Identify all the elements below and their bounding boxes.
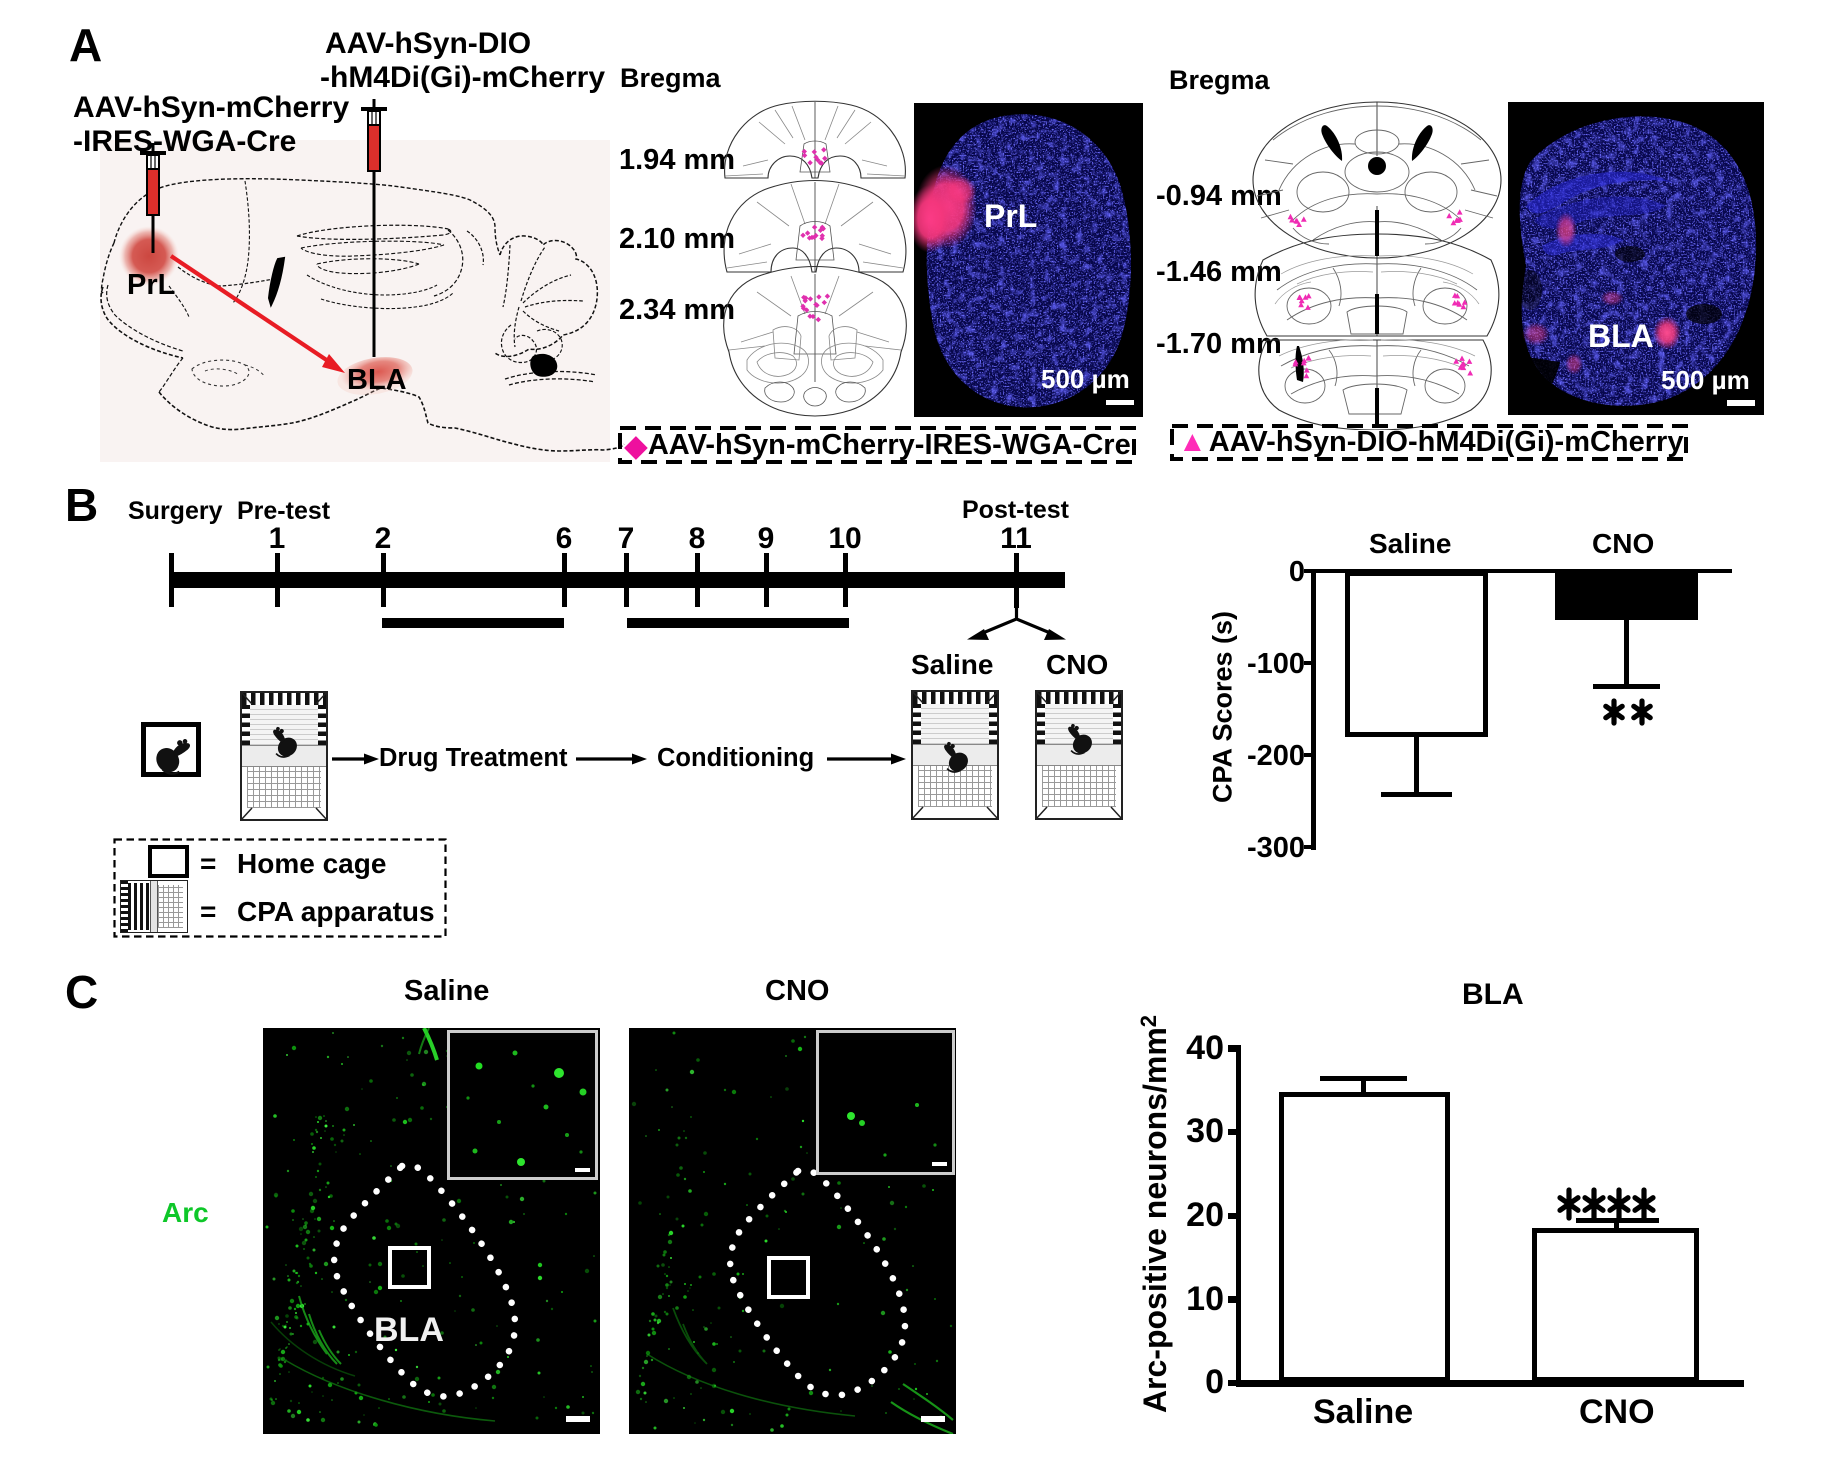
svg-text:PrL: PrL <box>127 269 175 301</box>
svg-text:500 µm: 500 µm <box>1041 364 1130 394</box>
svg-text:BLA: BLA <box>1588 318 1654 354</box>
svg-text:BLA: BLA <box>374 1311 444 1349</box>
svg-text:500 µm: 500 µm <box>1661 365 1750 395</box>
svg-text:PrL: PrL <box>984 198 1037 234</box>
svg-text:BLA: BLA <box>347 364 407 396</box>
